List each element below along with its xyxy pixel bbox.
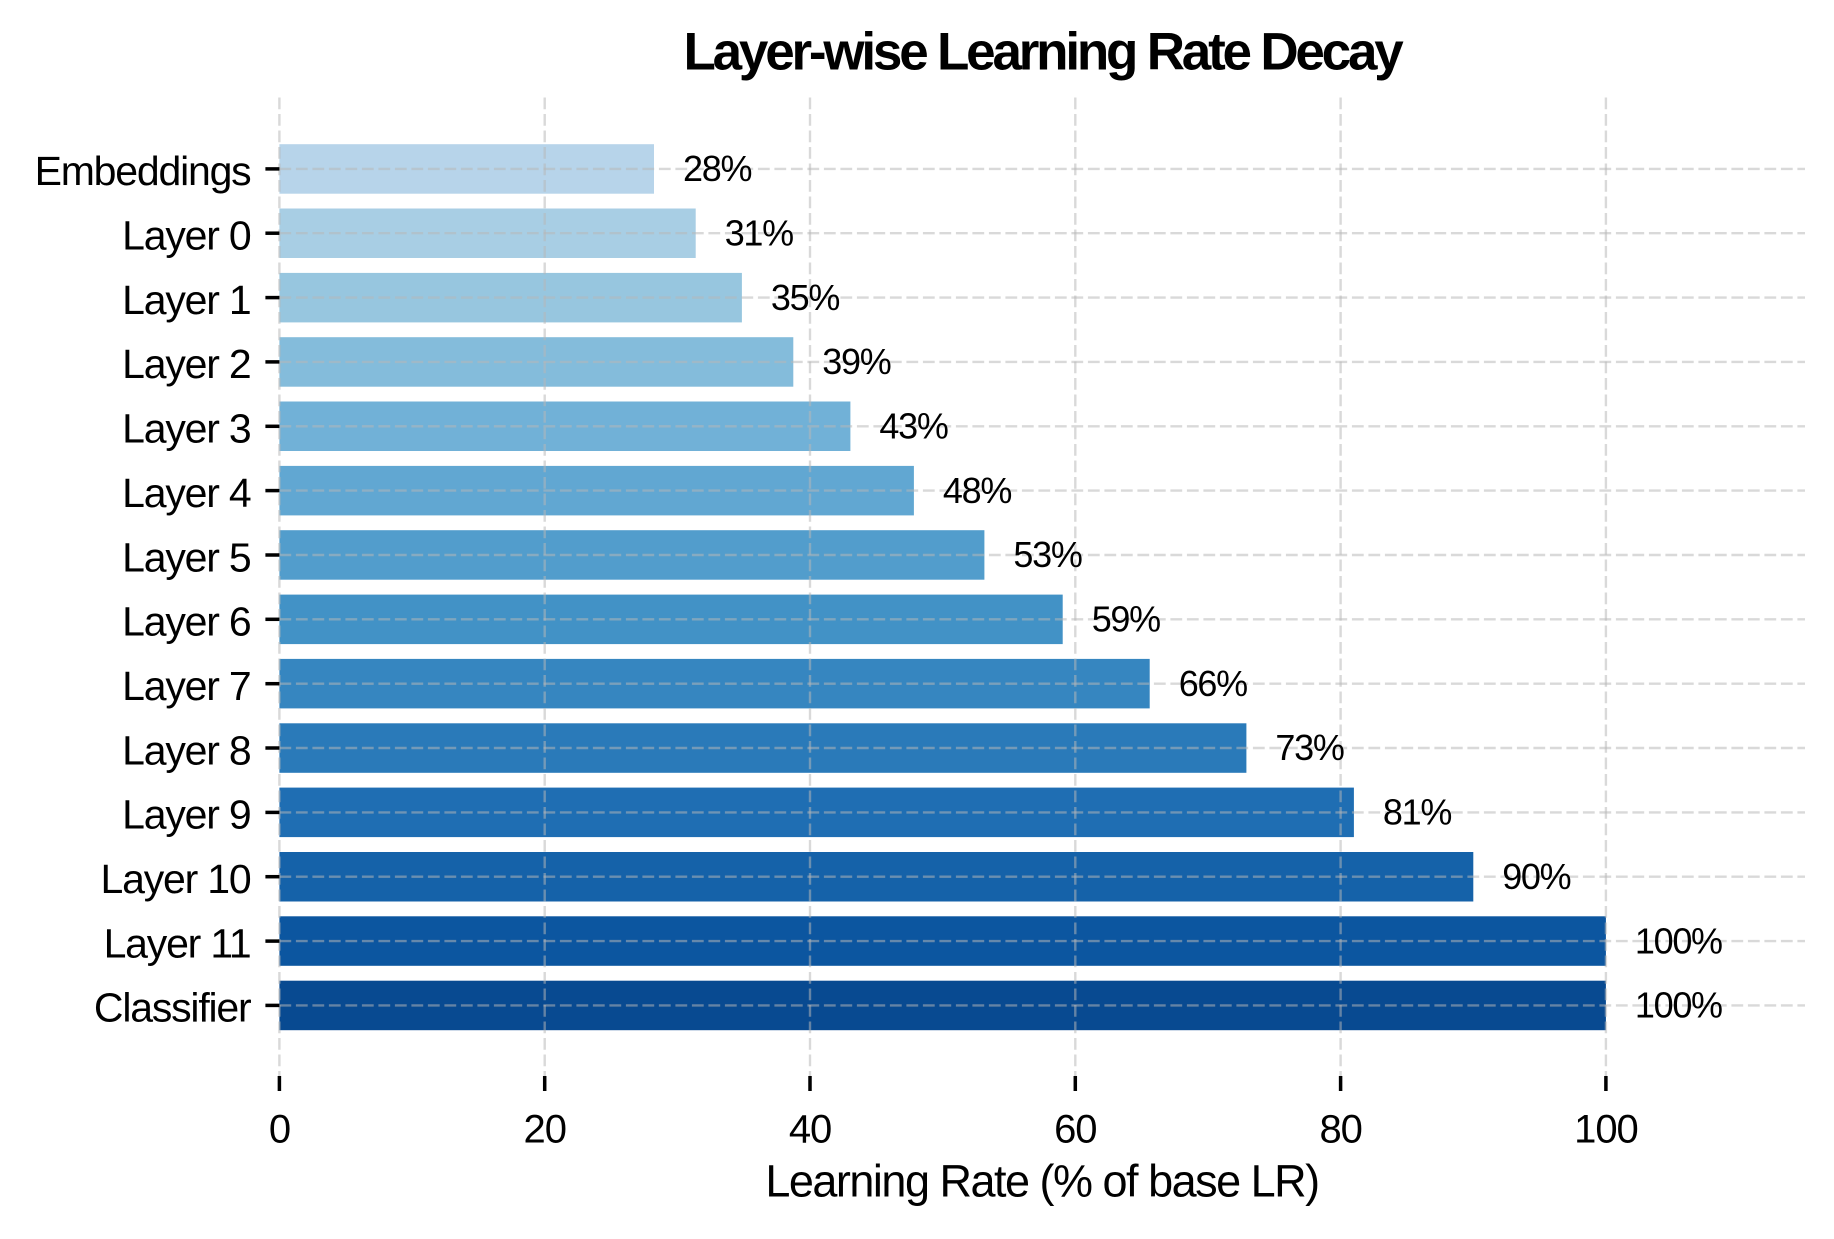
svg-text:90%: 90% <box>1502 856 1570 897</box>
svg-text:53%: 53% <box>1013 534 1081 575</box>
svg-text:Layer 10: Layer 10 <box>101 856 251 902</box>
svg-text:31%: 31% <box>725 212 793 253</box>
svg-text:100: 100 <box>1574 1107 1637 1151</box>
svg-text:Layer 2: Layer 2 <box>122 341 250 387</box>
svg-text:Layer 6: Layer 6 <box>122 599 250 645</box>
svg-text:Layer 9: Layer 9 <box>122 792 250 838</box>
svg-text:Layer 1: Layer 1 <box>122 277 250 323</box>
svg-text:100%: 100% <box>1635 920 1722 961</box>
svg-text:43%: 43% <box>879 406 947 447</box>
svg-text:100%: 100% <box>1635 985 1722 1026</box>
svg-text:Classifier: Classifier <box>94 985 251 1031</box>
svg-text:20: 20 <box>524 1107 566 1151</box>
svg-text:Layer 4: Layer 4 <box>122 470 251 516</box>
svg-text:Layer 7: Layer 7 <box>122 663 250 709</box>
svg-text:Layer 3: Layer 3 <box>122 406 250 452</box>
svg-text:Layer 11: Layer 11 <box>104 920 251 966</box>
svg-text:0: 0 <box>269 1107 290 1151</box>
svg-text:Embeddings: Embeddings <box>35 148 252 194</box>
svg-text:60: 60 <box>1054 1107 1096 1151</box>
svg-text:66%: 66% <box>1179 663 1247 704</box>
svg-text:73%: 73% <box>1275 727 1343 768</box>
svg-text:Layer 8: Layer 8 <box>122 727 251 773</box>
svg-text:81%: 81% <box>1383 792 1451 833</box>
svg-text:39%: 39% <box>822 341 890 382</box>
svg-text:35%: 35% <box>771 277 839 318</box>
svg-text:48%: 48% <box>943 470 1011 511</box>
svg-text:40: 40 <box>789 1107 831 1151</box>
svg-text:Learning Rate (% of base LR): Learning Rate (% of base LR) <box>765 1155 1318 1206</box>
svg-text:59%: 59% <box>1092 599 1160 640</box>
svg-text:Layer 0: Layer 0 <box>122 213 251 259</box>
svg-text:Layer-wise Learning Rate Decay: Layer-wise Learning Rate Decay <box>683 23 1404 82</box>
svg-text:28%: 28% <box>683 148 751 189</box>
svg-text:Layer 5: Layer 5 <box>122 534 251 580</box>
svg-text:80: 80 <box>1319 1107 1361 1151</box>
